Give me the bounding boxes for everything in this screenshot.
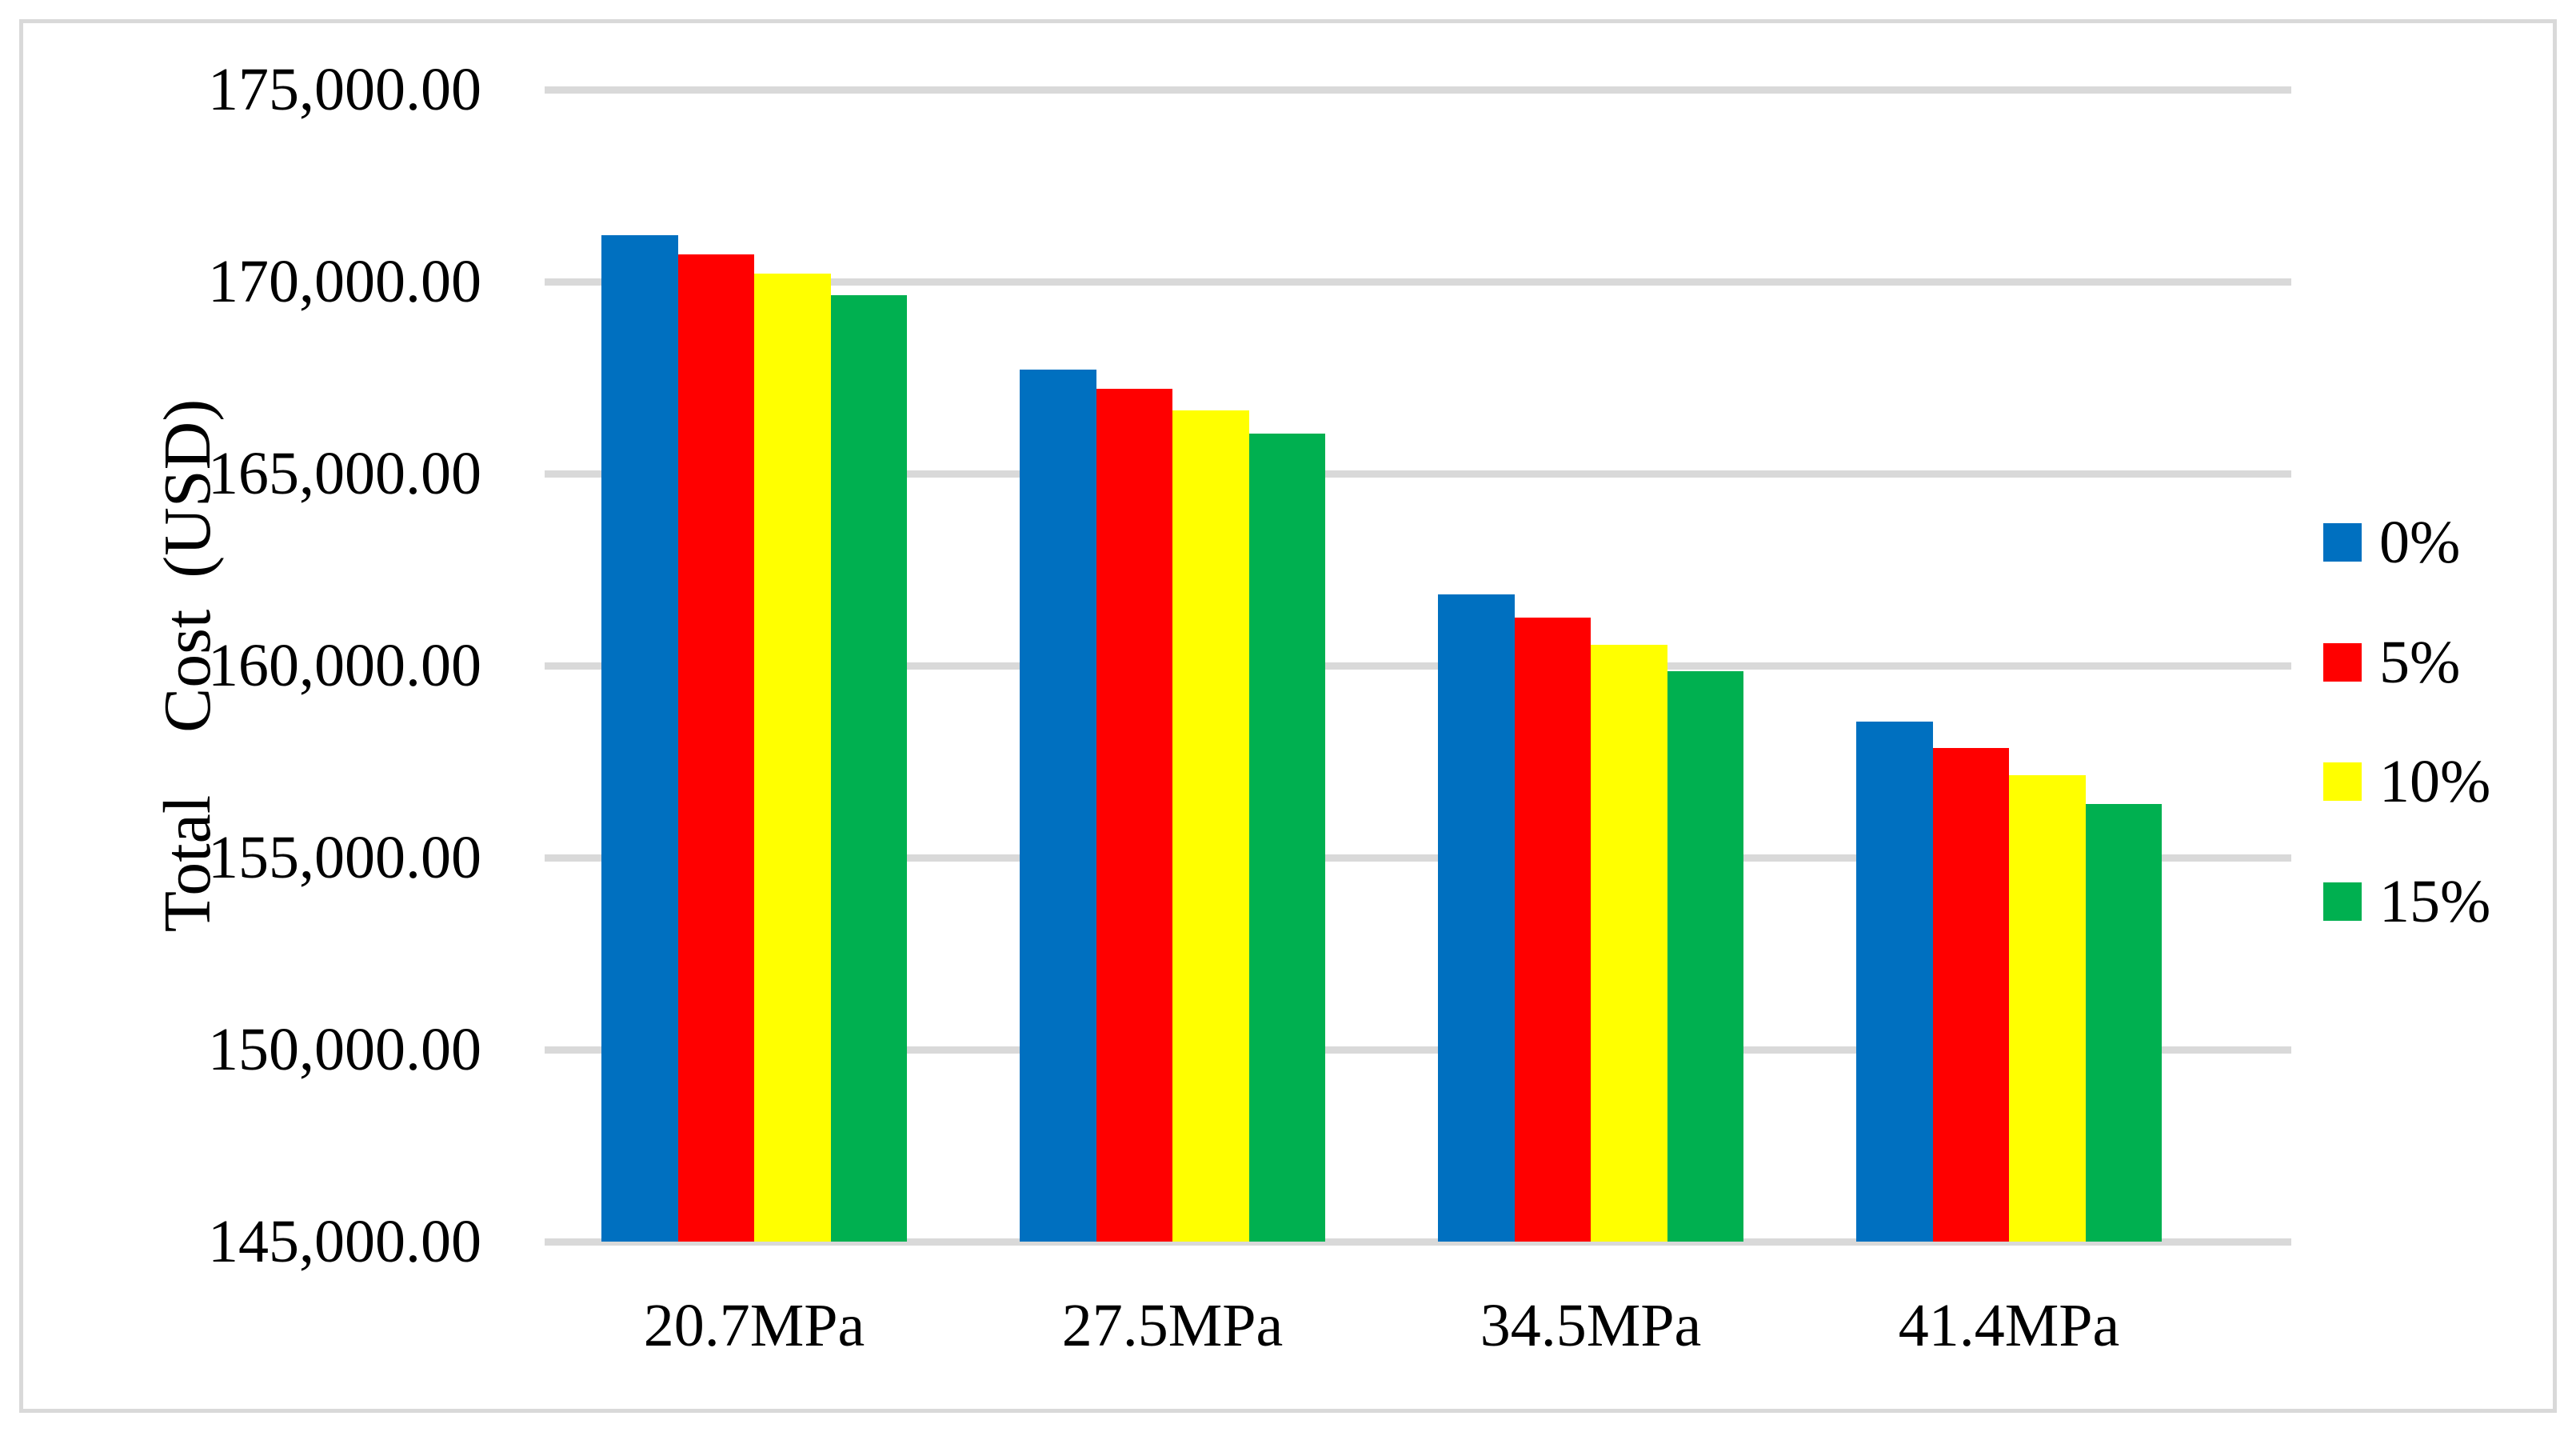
bar-15pct-41.4MPa (2085, 803, 2162, 1242)
legend-label: 5% (2379, 628, 2461, 696)
legend-swatch (2323, 882, 2362, 921)
bar-10pct-20.7MPa (754, 274, 831, 1242)
legend-item-10pct: 10% (2323, 751, 2531, 812)
bar-0pct-34.5MPa (1438, 594, 1515, 1242)
y-tick-label: 155,000.00 (208, 824, 481, 891)
legend-item-15pct: 15% (2323, 871, 2531, 932)
bar-10pct-41.4MPa (2009, 774, 2086, 1242)
bar-10pct-34.5MPa (1591, 644, 1667, 1242)
gridline (545, 86, 2291, 94)
y-tick-label: 165,000.00 (208, 440, 481, 507)
legend-label: 0% (2379, 509, 2461, 576)
gridline (545, 1046, 2291, 1054)
x-category-label: 34.5MPa (1480, 1292, 1702, 1359)
x-category-label: 27.5MPa (1061, 1292, 1284, 1359)
bar-0pct-20.7MPa (601, 235, 678, 1242)
bar-15pct-27.5MPa (1248, 433, 1325, 1242)
gridline (545, 1238, 2291, 1246)
y-tick-label: 150,000.00 (208, 1016, 481, 1083)
gridline (545, 854, 2291, 862)
x-category-label: 41.4MPa (1898, 1292, 2120, 1359)
bar-15pct-20.7MPa (830, 294, 907, 1242)
bar-0pct-27.5MPa (1020, 370, 1096, 1242)
y-tick-label: 175,000.00 (208, 56, 481, 123)
legend-label: 15% (2379, 867, 2491, 935)
y-axis-title: Total Cost (USD) (150, 398, 225, 933)
legend-swatch (2323, 523, 2362, 562)
bar-15pct-34.5MPa (1667, 671, 1743, 1242)
gridline (545, 278, 2291, 286)
bar-0pct-41.4MPa (1856, 721, 1933, 1242)
bar-5pct-20.7MPa (677, 254, 754, 1242)
x-category-label: 20.7MPa (643, 1292, 865, 1359)
y-tick-label: 145,000.00 (208, 1208, 481, 1275)
legend-label: 10% (2379, 748, 2491, 815)
bar-10pct-27.5MPa (1172, 410, 1249, 1242)
bar-5pct-34.5MPa (1514, 618, 1591, 1242)
gridline (545, 470, 2291, 478)
gridline (545, 662, 2291, 670)
y-tick-label: 170,000.00 (208, 248, 481, 315)
bar-5pct-27.5MPa (1096, 389, 1172, 1242)
bar-5pct-41.4MPa (1932, 748, 2009, 1242)
y-tick-label: 160,000.00 (208, 632, 481, 699)
legend-swatch (2323, 642, 2362, 682)
legend-swatch (2323, 762, 2362, 801)
legend-item-0pct: 0% (2323, 512, 2531, 573)
legend-item-5pct: 5% (2323, 632, 2531, 693)
